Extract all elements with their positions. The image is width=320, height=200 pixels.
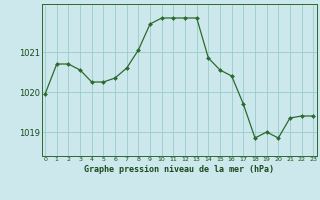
X-axis label: Graphe pression niveau de la mer (hPa): Graphe pression niveau de la mer (hPa) bbox=[84, 165, 274, 174]
